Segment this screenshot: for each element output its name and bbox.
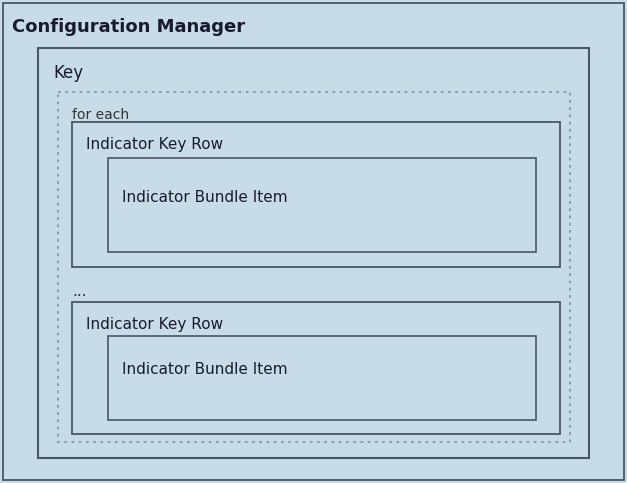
FancyBboxPatch shape <box>3 3 624 480</box>
FancyBboxPatch shape <box>38 48 589 458</box>
FancyBboxPatch shape <box>108 336 536 420</box>
Text: Configuration Manager: Configuration Manager <box>12 18 245 36</box>
Text: Key: Key <box>53 64 83 82</box>
Text: for each: for each <box>72 108 129 122</box>
FancyBboxPatch shape <box>108 158 536 252</box>
Text: Indicator Key Row: Indicator Key Row <box>86 137 223 152</box>
FancyBboxPatch shape <box>58 92 570 442</box>
Text: Indicator Key Row: Indicator Key Row <box>86 317 223 332</box>
FancyBboxPatch shape <box>72 302 560 434</box>
FancyBboxPatch shape <box>72 122 560 267</box>
Text: Indicator Bundle Item: Indicator Bundle Item <box>122 363 288 378</box>
Text: Indicator Bundle Item: Indicator Bundle Item <box>122 190 288 205</box>
Text: ...: ... <box>72 284 87 299</box>
